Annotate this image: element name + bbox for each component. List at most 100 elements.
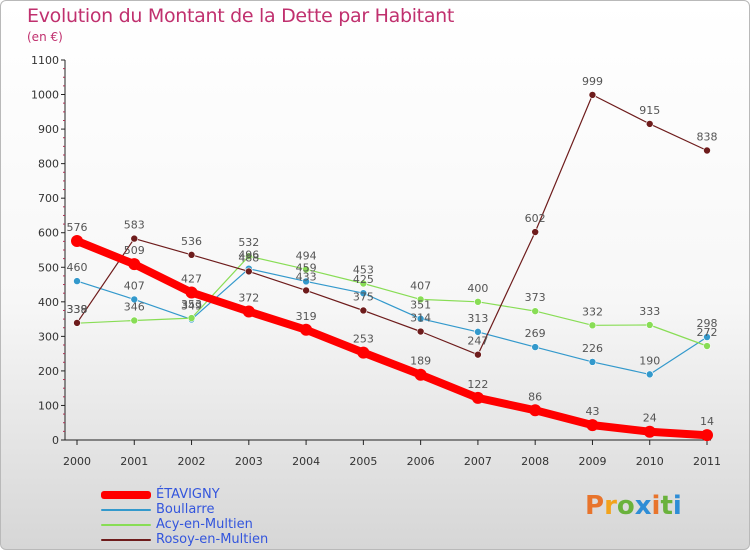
data-label-boullarre: 313: [467, 312, 488, 325]
data-point-boullarre: [73, 277, 81, 285]
data-point-acy-en-multien: [130, 316, 139, 325]
y-tick-label: 600: [38, 227, 59, 240]
data-point-rosoy-en-multien: [73, 319, 81, 327]
y-tick-label: 700: [38, 192, 59, 205]
x-tick-label: 2006: [407, 455, 435, 468]
y-tick-label: 0: [52, 434, 59, 447]
chart-title: Evolution du Montant de la Dette par Hab…: [27, 5, 455, 27]
series-line-etavigny: [73, 237, 711, 440]
data-label-rosoy-en-multien: 536: [181, 235, 202, 248]
data-label-boullarre: 425: [353, 273, 374, 286]
x-tick-label: 2002: [178, 455, 206, 468]
series-line-boullarre: [76, 268, 708, 375]
chart-subtitle: (en €): [27, 30, 63, 44]
data-point-acy-en-multien: [703, 342, 711, 350]
data-point-rosoy-en-multien: [416, 327, 425, 336]
data-label-etavigny: 372: [238, 291, 259, 304]
data-label-acy-en-multien: 272: [697, 326, 718, 339]
x-tick-label: 2011: [693, 455, 721, 468]
data-point-boullarre: [302, 277, 310, 286]
series-line-acy-en-multien: [76, 255, 708, 347]
legend-item-acy-en-multien: Acy-en-Multien: [101, 517, 268, 532]
data-label-rosoy-en-multien: 602: [525, 212, 546, 225]
y-tick-label: 100: [38, 399, 59, 412]
data-point-rosoy-en-multien: [531, 228, 539, 236]
data-label-boullarre: 460: [67, 261, 88, 274]
x-tick-label: 2003: [235, 455, 263, 468]
legend-item-rosoy-en-multien: Rosoy-en-Multien: [101, 532, 268, 547]
data-label-boullarre: 298: [697, 317, 718, 330]
x-tick-label: 2001: [120, 455, 148, 468]
data-point-acy-en-multien: [645, 321, 654, 329]
legend-label-boullarre: Boullarre: [156, 502, 215, 517]
data-label-etavigny: 509: [124, 244, 145, 257]
data-label-boullarre: 496: [238, 249, 259, 262]
y-tick-label: 800: [38, 158, 59, 171]
data-point-boullarre: [474, 328, 482, 336]
data-point-rosoy-en-multien: [187, 251, 196, 259]
data-label-rosoy-en-multien: 314: [410, 312, 431, 325]
proxiti-logo: Proxiti: [585, 491, 682, 521]
data-label-acy-en-multien: 338: [67, 303, 88, 316]
data-label-rosoy-en-multien: 583: [124, 219, 145, 232]
data-point-boullarre: [645, 370, 654, 379]
data-label-etavigny: 24: [643, 412, 657, 425]
data-label-rosoy-en-multien: 433: [296, 270, 317, 283]
data-label-acy-en-multien: 494: [296, 249, 317, 262]
data-point-rosoy-en-multien: [130, 234, 139, 243]
data-label-rosoy-en-multien: 915: [639, 104, 660, 117]
legend-item-etavigny: ÉTAVIGNY: [101, 487, 268, 502]
data-point-boullarre: [588, 358, 597, 366]
x-tick-label: 2009: [578, 455, 606, 468]
data-label-rosoy-en-multien: 247: [467, 335, 488, 348]
y-tick-label: 200: [38, 365, 59, 378]
data-label-rosoy-en-multien: 488: [238, 251, 259, 264]
data-point-etavigny: [471, 391, 484, 404]
data-label-acy-en-multien: 453: [353, 264, 374, 277]
data-point-boullarre: [703, 333, 711, 341]
data-label-boullarre: 190: [639, 354, 660, 367]
data-point-rosoy-en-multien: [703, 146, 711, 155]
data-point-acy-en-multien: [359, 279, 368, 288]
x-tick-label: 2008: [521, 455, 549, 468]
data-point-boullarre: [130, 295, 139, 304]
legend-swatch-etavigny: [101, 490, 151, 499]
logo-letter: r: [604, 491, 617, 521]
data-label-boullarre: 459: [296, 261, 317, 274]
data-point-acy-en-multien: [474, 298, 482, 306]
legend-label-etavigny: ÉTAVIGNY: [156, 487, 220, 502]
data-label-boullarre: 351: [410, 299, 431, 312]
data-label-boullarre: 349: [181, 299, 202, 312]
data-point-etavigny: [300, 323, 313, 336]
data-point-etavigny: [357, 346, 370, 359]
data-point-acy-en-multien: [245, 252, 253, 261]
data-point-etavigny: [701, 429, 713, 442]
data-label-acy-en-multien: 333: [639, 305, 660, 318]
x-tick-label: 2004: [292, 455, 320, 468]
data-point-etavigny: [414, 368, 427, 381]
data-point-etavigny: [529, 404, 542, 417]
legend-label-rosoy-en-multien: Rosoy-en-Multien: [156, 532, 269, 547]
data-point-boullarre: [531, 343, 539, 351]
data-point-boullarre: [359, 289, 368, 297]
data-label-etavigny: 189: [410, 355, 431, 368]
data-label-acy-en-multien: 532: [238, 236, 259, 249]
data-label-rosoy-en-multien: 375: [353, 290, 374, 303]
y-tick-label: 400: [38, 296, 59, 309]
logo-letter: P: [585, 491, 605, 521]
data-point-rosoy-en-multien: [359, 306, 368, 315]
data-point-rosoy-en-multien: [302, 286, 310, 295]
data-label-etavigny: 14: [700, 415, 714, 428]
y-tick-label: 1000: [31, 89, 59, 102]
data-label-acy-en-multien: 407: [410, 279, 431, 292]
data-point-etavigny: [242, 305, 255, 318]
data-label-etavigny: 319: [296, 310, 317, 323]
y-tick-label: 500: [38, 261, 59, 274]
x-tick-label: 2007: [464, 455, 492, 468]
logo-letter: o: [616, 491, 635, 521]
legend-label-acy-en-multien: Acy-en-Multien: [156, 517, 253, 532]
data-label-boullarre: 407: [124, 279, 145, 292]
data-point-acy-en-multien: [416, 295, 425, 304]
